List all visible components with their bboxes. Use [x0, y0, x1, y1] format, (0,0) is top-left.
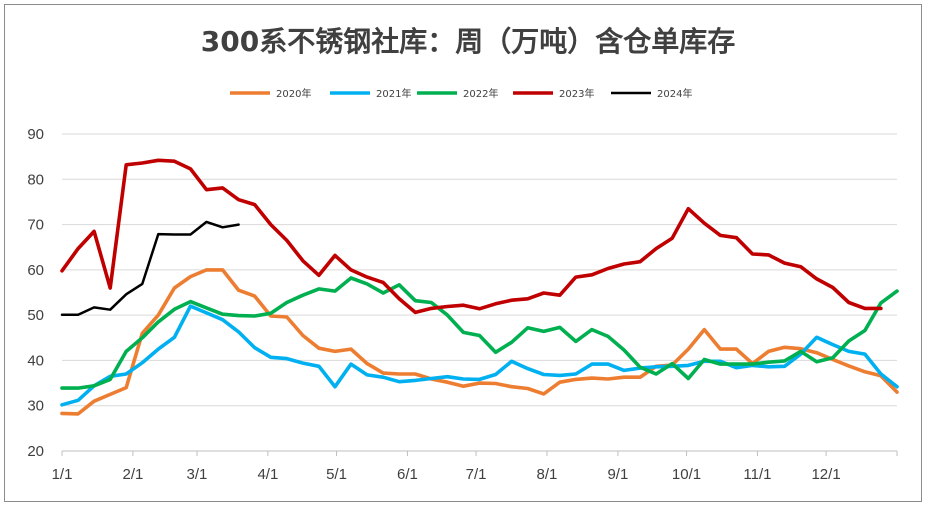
legend-label: 2024年	[657, 87, 692, 100]
x-tick-label: 9/1	[607, 466, 628, 483]
legend-label: 2022年	[463, 87, 498, 100]
x-tick-label: 1/1	[52, 466, 73, 483]
x-tick-label: 6/1	[397, 466, 418, 483]
y-tick-label: 70	[27, 217, 44, 234]
x-tick-label: 11/1	[743, 466, 771, 483]
series-line-2020	[60, 268, 899, 416]
series-line-2021	[60, 304, 899, 407]
series-line-2024	[60, 220, 240, 316]
legend-label: 2021年	[376, 87, 411, 100]
x-tick-label: 7/1	[466, 466, 487, 483]
y-tick-label: 90	[27, 126, 44, 143]
x-tick-label: 5/1	[326, 466, 347, 483]
x-tick-label: 8/1	[537, 466, 558, 483]
y-tick-label: 20	[27, 443, 44, 460]
y-tick-label: 50	[27, 307, 44, 324]
series-line-2023	[60, 158, 883, 315]
chart-title: 300系不锈钢社库：周（万吨）含仓单库存	[201, 25, 735, 58]
series-line-2022	[60, 276, 899, 390]
x-axis: 1/1 2/1 3/1 4/1 5/1 6/1 7/1 8/1 9/1 10/1 11/1 12/1	[52, 450, 898, 483]
legend-label: 2023年	[559, 87, 594, 100]
x-tick-label: 4/1	[257, 466, 278, 483]
y-tick-label: 30	[27, 398, 44, 415]
series-lines	[60, 158, 899, 416]
y-tick-label: 60	[27, 262, 44, 279]
x-tick-label: 12/1	[811, 466, 840, 483]
x-tick-label: 2/1	[122, 466, 143, 483]
x-tick-label: 10/1	[672, 466, 701, 483]
legend: 2020年 2021年 2022年 2023年 2024年	[230, 87, 692, 100]
y-tick-label: 80	[27, 171, 44, 188]
y-tick-label: 40	[27, 352, 44, 369]
chart-frame	[4, 4, 922, 502]
y-axis: 20 30 40 50 60 70 80 90	[27, 126, 44, 460]
x-tick-label: 3/1	[187, 466, 208, 483]
legend-label: 2020年	[276, 87, 311, 100]
